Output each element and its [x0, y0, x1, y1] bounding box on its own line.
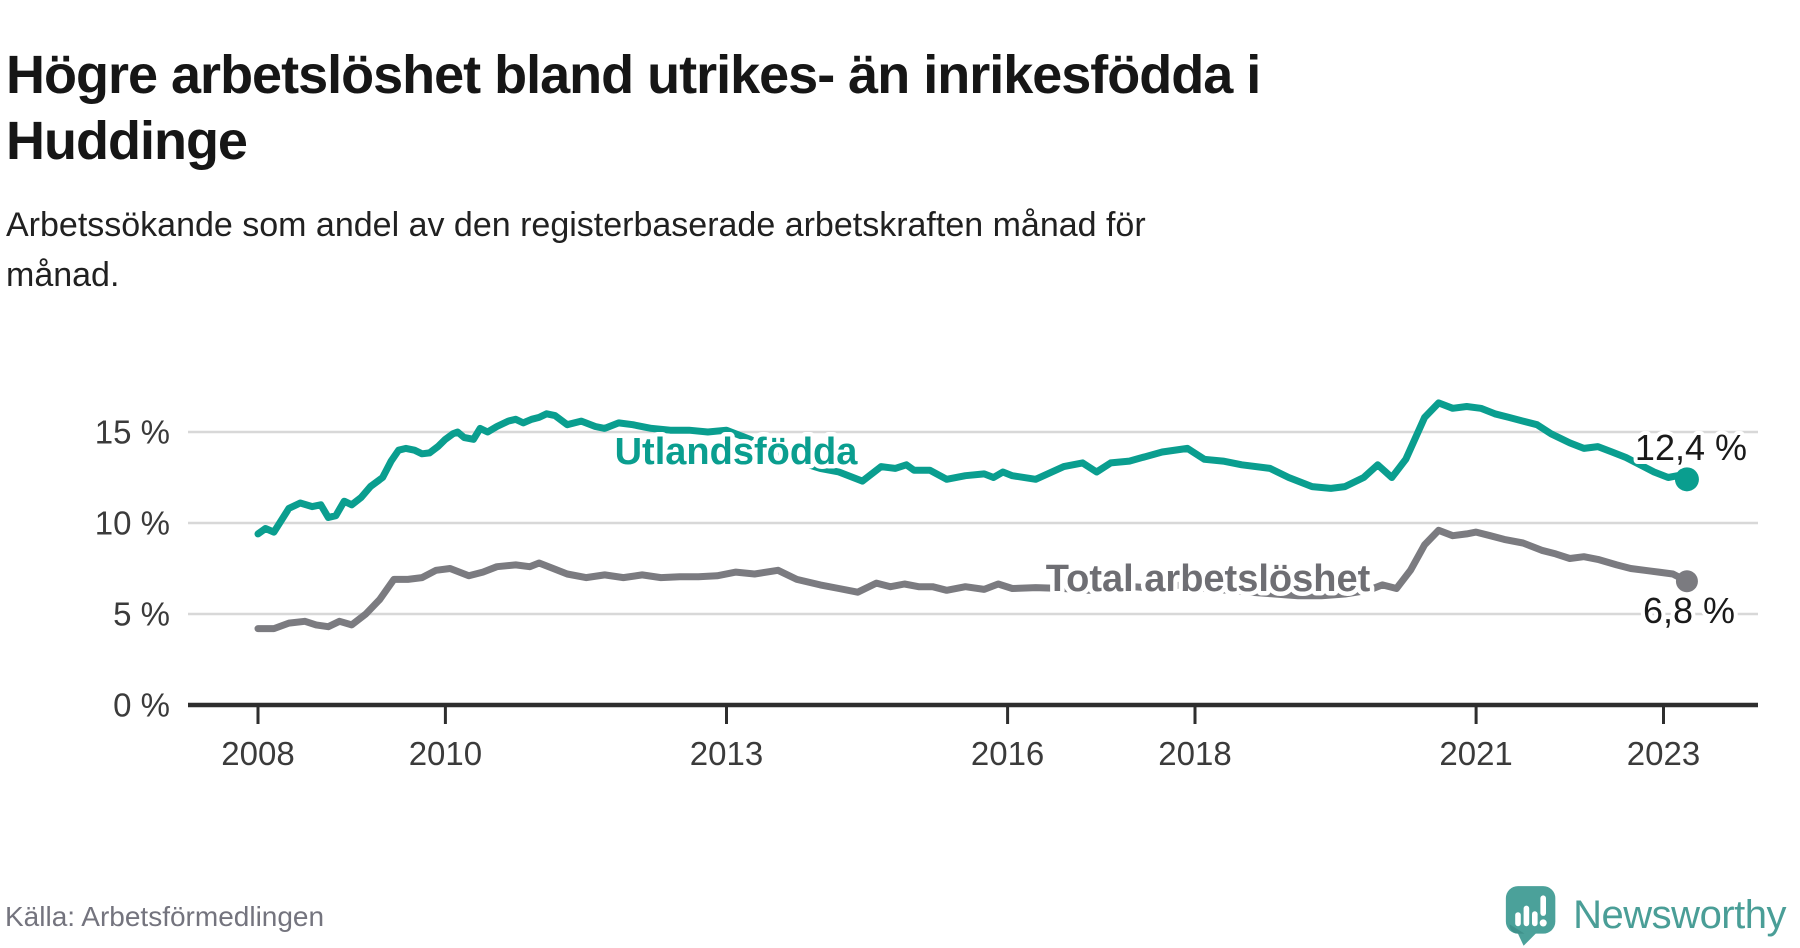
end-dot-utlandsfodda [1674, 467, 1699, 492]
series-label-utlandsfodda: Utlandsfödda [615, 431, 859, 473]
y-tick-label: 5 % [113, 596, 170, 633]
end-dot-total [1675, 570, 1698, 593]
x-tick-label: 2023 [1627, 735, 1700, 772]
x-tick-label: 2013 [690, 735, 763, 772]
page-title: Högre arbetslöshet bland utrikes- än inr… [6, 42, 1726, 174]
y-tick-label: 0 % [113, 687, 170, 724]
subtitle-line-2: månad. [6, 256, 120, 294]
title-line-1: Högre arbetslöshet bland utrikes- än inr… [6, 45, 1261, 106]
series-label-total: Total arbetslöshet [1046, 558, 1371, 600]
subtitle: Arbetssökande som andel av den registerb… [6, 200, 1506, 300]
end-value-label-total: 6,8 % [1643, 590, 1735, 631]
newsworthy-brand: Newsworthy [1504, 882, 1786, 948]
subtitle-line-1: Arbetssökande som andel av den registerb… [6, 206, 1146, 244]
source-note: Källa: Arbetsförmedlingen [5, 901, 325, 932]
series-line-utlandsfodda [254, 399, 1691, 538]
brand-name: Newsworthy [1573, 892, 1786, 937]
x-tick-label: 2010 [409, 735, 482, 772]
series-line-total [254, 526, 1691, 633]
x-tick-label: 2008 [221, 735, 294, 772]
newsworthy-logo-icon [1506, 886, 1556, 946]
x-tick-label: 2016 [971, 735, 1044, 772]
title-line-2: Huddinge [6, 111, 248, 172]
x-tick-label: 2021 [1439, 735, 1512, 772]
y-tick-label: 10 % [95, 505, 170, 542]
x-tick-label: 2018 [1158, 735, 1231, 772]
end-value-label-utlandsfodda: 12,4 % [1635, 427, 1747, 468]
y-tick-label: 15 % [95, 414, 170, 451]
